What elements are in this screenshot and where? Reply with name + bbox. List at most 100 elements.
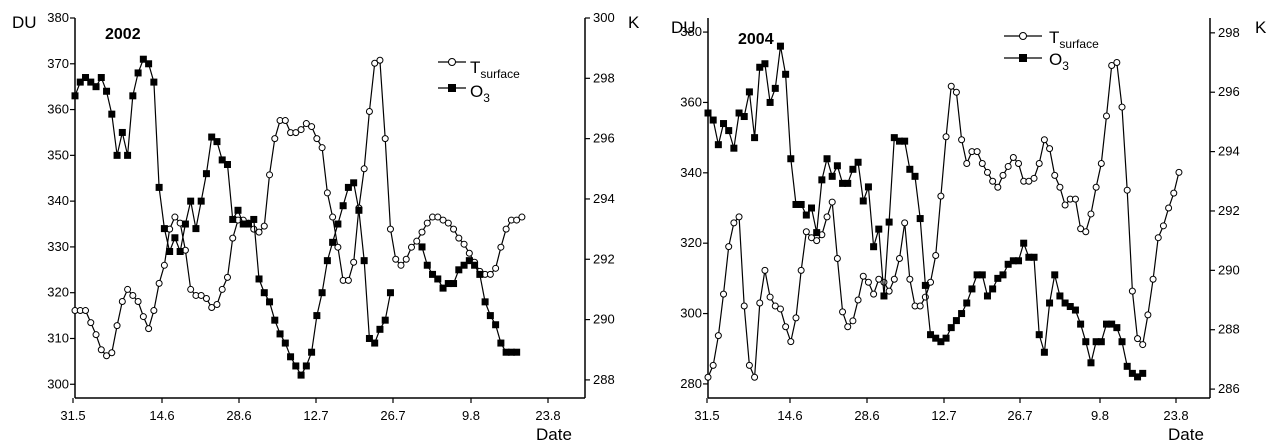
- data-point-square: [901, 137, 909, 145]
- data-point-circle: [802, 228, 810, 236]
- data-point-circle: [229, 234, 237, 242]
- legend-t-marker: [1019, 32, 1027, 40]
- data-point-circle: [1134, 335, 1142, 343]
- data-point-square: [880, 292, 888, 300]
- data-point-circle: [87, 319, 95, 327]
- data-point-circle: [1030, 174, 1038, 182]
- data-point-circle: [895, 254, 903, 262]
- data-point-circle: [1170, 189, 1178, 197]
- x-tick-label: 26.7: [1007, 408, 1032, 423]
- data-point-square: [245, 220, 253, 228]
- data-point-circle: [434, 213, 442, 221]
- legend-o3-marker: [1019, 54, 1027, 62]
- right-tick-label: 294: [1218, 144, 1240, 159]
- right-tick-label: 288: [1218, 322, 1240, 337]
- data-point-circle: [989, 177, 997, 185]
- data-point-square: [171, 234, 179, 242]
- data-point-square: [937, 338, 945, 346]
- right-tick-label: 296: [593, 131, 615, 146]
- data-point-square: [134, 69, 142, 77]
- data-point-square: [271, 316, 279, 324]
- data-point-square: [730, 144, 738, 152]
- data-point-square: [434, 275, 442, 283]
- data-point-square: [1046, 299, 1054, 307]
- data-point-square: [213, 138, 221, 146]
- data-point-square: [849, 165, 857, 173]
- x-tick-label: 14.6: [149, 408, 174, 423]
- x-tick-label: 23.8: [1163, 408, 1188, 423]
- data-point-circle: [1087, 210, 1095, 218]
- data-point-square: [787, 155, 795, 163]
- data-point-circle: [329, 213, 337, 221]
- data-point-circle: [787, 338, 795, 346]
- left-tick-label: 350: [47, 147, 69, 162]
- data-point-circle: [145, 325, 153, 333]
- data-point-square: [344, 183, 352, 191]
- data-point-circle: [386, 225, 394, 233]
- data-point-square: [513, 348, 521, 356]
- data-point-circle: [150, 307, 158, 315]
- data-point-circle: [730, 219, 738, 227]
- data-point-circle: [1108, 62, 1116, 69]
- data-point-circle: [797, 266, 805, 274]
- data-point-square: [1051, 271, 1059, 279]
- data-point-square: [145, 60, 153, 68]
- left-tick-label: 360: [47, 102, 69, 117]
- left-tick-label: 330: [47, 239, 69, 254]
- data-point-circle: [751, 373, 759, 381]
- data-point-square: [1082, 338, 1090, 346]
- legend-t-label: Tsurface: [1049, 28, 1099, 51]
- data-point-circle: [714, 332, 722, 340]
- data-point-circle: [1165, 204, 1173, 212]
- data-point-square: [751, 134, 759, 142]
- data-point-square: [1134, 373, 1142, 381]
- series-t-surface: [71, 56, 526, 360]
- x-tick-label: 28.6: [226, 408, 251, 423]
- right-tick-label: 294: [593, 191, 615, 206]
- data-point-circle: [890, 275, 898, 283]
- data-point-circle: [465, 249, 473, 257]
- data-point-square: [292, 362, 300, 370]
- data-point-square: [444, 280, 452, 288]
- data-point-square: [921, 281, 929, 289]
- data-point-square: [828, 172, 836, 180]
- data-point-circle: [1154, 234, 1162, 242]
- data-point-square: [129, 92, 137, 100]
- data-point-circle: [381, 135, 389, 143]
- data-point-circle: [218, 285, 226, 293]
- data-point-circle: [782, 323, 790, 331]
- data-point-circle: [139, 313, 147, 321]
- data-point-circle: [197, 291, 205, 299]
- data-point-square: [176, 247, 184, 255]
- data-point-square: [958, 310, 966, 318]
- data-point-square: [376, 325, 384, 333]
- left-tick-label: 320: [47, 285, 69, 300]
- data-point-square: [1066, 303, 1074, 311]
- data-point-square: [854, 158, 862, 166]
- right-tick-label: 288: [593, 372, 615, 387]
- data-point-circle: [113, 322, 121, 330]
- data-point-square: [371, 339, 379, 347]
- data-point-square: [833, 162, 841, 170]
- data-point-circle: [963, 159, 971, 167]
- data-point-circle: [1118, 103, 1126, 111]
- data-point-circle: [1035, 159, 1043, 167]
- data-point-square: [1009, 257, 1017, 265]
- data-point-square: [234, 206, 242, 214]
- data-point-square: [1118, 338, 1126, 346]
- left-tick-label: 360: [680, 94, 702, 109]
- panel-2002: 2002 DU K Date Tsurface O3: [12, 13, 640, 442]
- data-point-circle: [745, 361, 753, 369]
- right-axis-unit: K: [1255, 18, 1267, 37]
- data-point-circle: [1004, 162, 1012, 170]
- data-point-circle: [497, 243, 505, 251]
- data-point-square: [439, 284, 447, 292]
- x-tick-label: 31.5: [60, 408, 85, 423]
- data-point-circle: [854, 296, 862, 304]
- data-point-square: [339, 202, 347, 210]
- x-tick-label: 31.5: [694, 408, 719, 423]
- data-point-square: [229, 215, 237, 223]
- legend-t-marker: [448, 58, 456, 66]
- right-tick-label: 300: [593, 10, 615, 25]
- data-point-square: [1097, 338, 1105, 346]
